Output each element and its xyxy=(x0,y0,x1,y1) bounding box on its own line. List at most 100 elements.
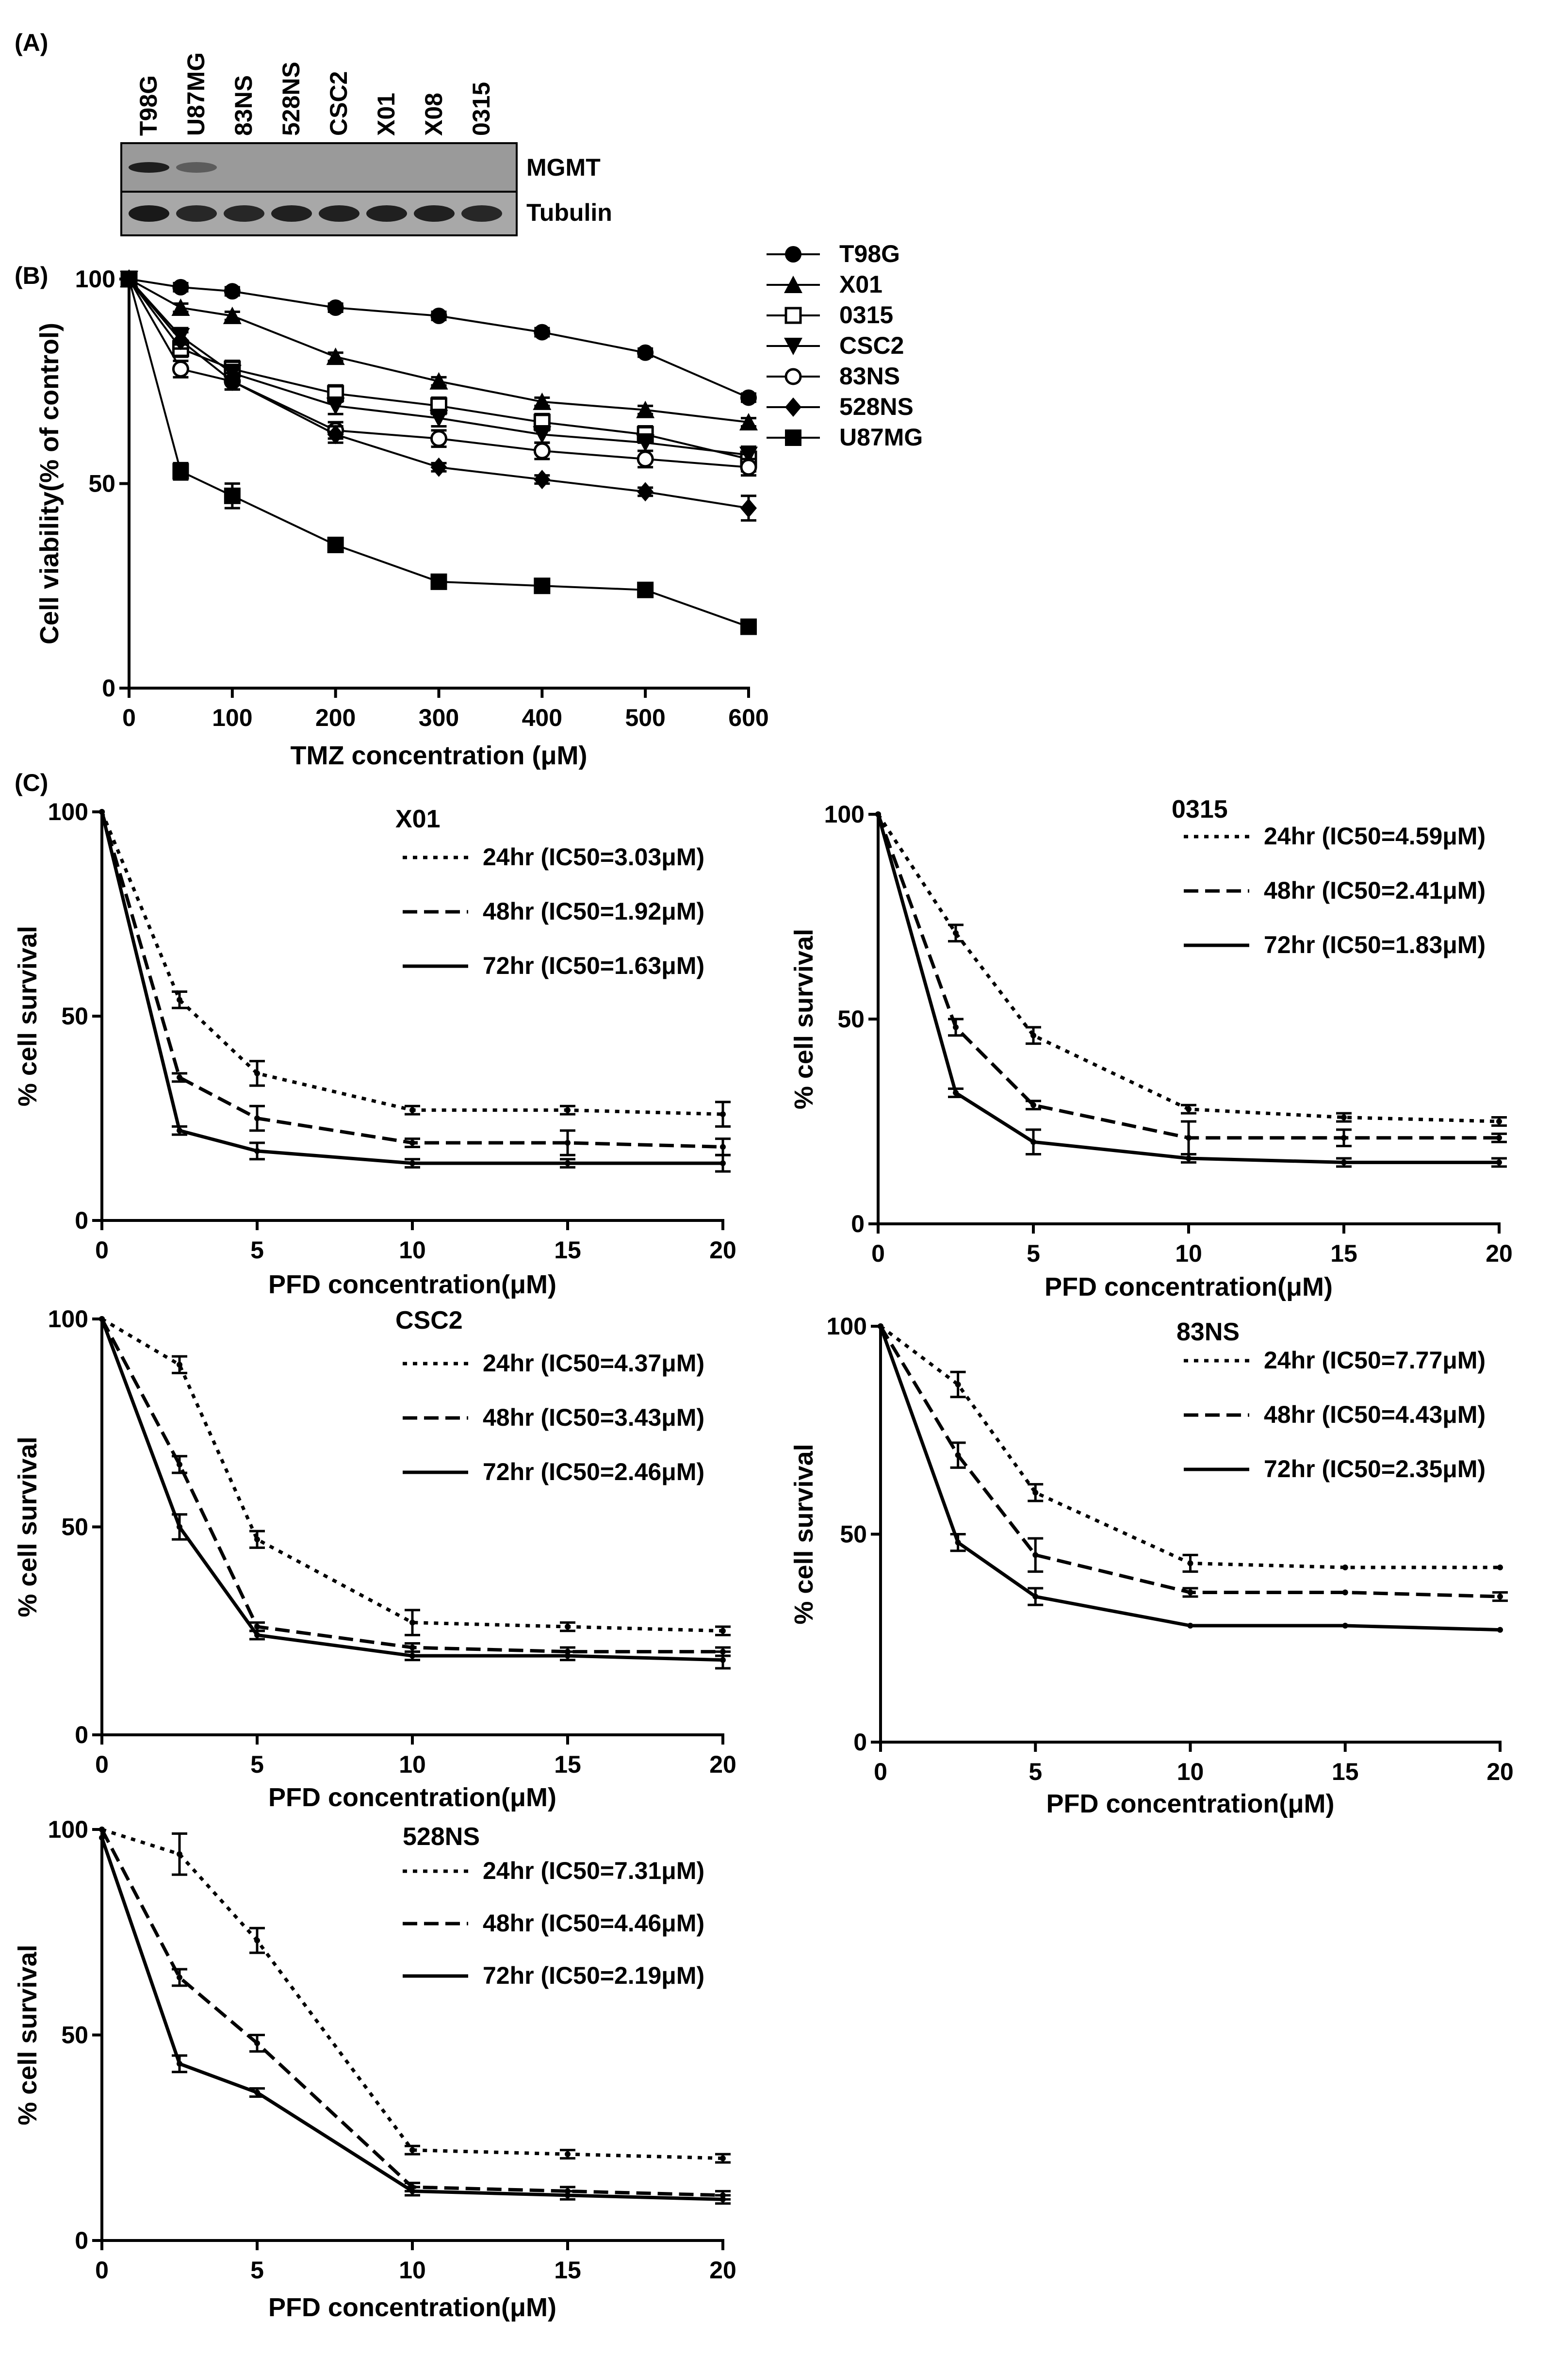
x-tick-label: 100 xyxy=(212,704,252,731)
data-point xyxy=(177,997,182,1003)
x-tick-label: 15 xyxy=(554,2257,581,2284)
legend-label: 72hr (IC50=1.63μM) xyxy=(483,952,704,979)
data-point xyxy=(785,429,801,446)
chart-title: 0315 xyxy=(1172,795,1228,824)
data-point xyxy=(1342,1623,1348,1629)
data-point xyxy=(254,1070,260,1076)
x-tick-label: 5 xyxy=(250,1751,264,1778)
blot-band-tubulin xyxy=(366,205,407,222)
legend-entry: 48hr (IC50=1.92μM) xyxy=(403,898,704,925)
data-point xyxy=(955,1539,961,1546)
data-point xyxy=(177,1524,182,1530)
series-line xyxy=(101,1828,723,2160)
x-tick-label: 0 xyxy=(95,2257,109,2284)
x-tick-label: 300 xyxy=(419,704,459,731)
data-point xyxy=(720,2196,726,2203)
data-point xyxy=(720,1628,726,1634)
data-point xyxy=(172,463,189,480)
data-point xyxy=(177,1362,182,1368)
x-tick-label: 0 xyxy=(122,704,136,731)
data-point xyxy=(177,1074,182,1081)
x-tick-label: 5 xyxy=(1029,1758,1042,1785)
blot-lane-label: 0315 xyxy=(468,82,495,136)
data-point xyxy=(99,1834,105,1841)
y-tick-label: 50 xyxy=(840,1521,867,1548)
x-tick-label: 10 xyxy=(1177,1758,1204,1785)
x-tick-label: 600 xyxy=(728,704,768,731)
y-tick-label: 100 xyxy=(48,1816,88,1843)
series-72hr-ic50-2-46-m xyxy=(99,1316,731,1670)
data-point xyxy=(177,2060,182,2067)
data-point xyxy=(254,1536,260,1543)
data-point xyxy=(172,360,189,378)
y-tick-label: 50 xyxy=(61,1003,88,1030)
blot-lane-label: U87MG xyxy=(182,52,210,136)
data-point xyxy=(327,425,344,445)
legend-entry: 48hr (IC50=3.43μM) xyxy=(403,1404,704,1431)
legend-entry: CSC2 xyxy=(767,332,904,359)
legend-entry: 24hr (IC50=4.59μM) xyxy=(1184,823,1486,850)
western-blot: MGMT Tubulin T98G U87MG 83NS 528NS CSC2 X01 X0… xyxy=(120,52,612,236)
data-point xyxy=(720,1160,726,1167)
data-point xyxy=(326,347,345,365)
data-point xyxy=(177,1461,182,1467)
data-point xyxy=(327,536,344,553)
data-point xyxy=(254,2040,260,2046)
y-tick-label: 100 xyxy=(827,1313,867,1340)
y-tick-label: 50 xyxy=(837,1005,865,1033)
x-axis-label: PFD concentration(μM) xyxy=(1046,1789,1334,1818)
y-tick-label: 100 xyxy=(48,798,88,825)
series-line xyxy=(100,811,723,1116)
data-point xyxy=(254,1632,260,1638)
legend-label: 24hr (IC50=4.59μM) xyxy=(1264,823,1486,850)
data-point xyxy=(224,283,241,300)
data-point xyxy=(172,279,189,296)
legend-label: 48hr (IC50=4.43μM) xyxy=(1264,1401,1486,1428)
x-tick-label: 400 xyxy=(522,704,562,731)
legend-label: CSC2 xyxy=(839,332,904,359)
series-line xyxy=(100,1318,723,1662)
y-tick-label: 0 xyxy=(75,1207,88,1234)
data-point xyxy=(565,1653,571,1659)
legend-entry: 72hr (IC50=2.19μM) xyxy=(403,1962,704,1989)
legend-label: 0315 xyxy=(839,301,893,329)
x-tick-label: 0 xyxy=(95,1236,109,1264)
y-axis-label: % cell survival xyxy=(13,1436,42,1617)
data-point xyxy=(1496,1135,1502,1141)
blot-lane-label: 528NS xyxy=(278,62,305,136)
data-point xyxy=(409,1619,415,1626)
series-line xyxy=(128,278,749,510)
chart-title: X01 xyxy=(395,805,441,833)
y-tick-label: 0 xyxy=(75,2227,88,2254)
legend-label: 528NS xyxy=(839,393,914,420)
blot-band-tubulin xyxy=(319,205,359,222)
data-point xyxy=(99,809,105,815)
series-line xyxy=(879,1325,1501,1632)
data-point xyxy=(534,324,551,341)
data-point xyxy=(534,577,551,594)
legend-entry: 83NS xyxy=(767,362,900,390)
legend-label: 48hr (IC50=2.41μM) xyxy=(1264,877,1486,904)
legend-label: 48hr (IC50=4.46μM) xyxy=(483,1910,704,1937)
x-axis-label: TMZ concentration (μM) xyxy=(291,741,588,770)
x-tick-label: 200 xyxy=(315,704,356,731)
legend-entry: 24hr (IC50=3.03μM) xyxy=(403,843,704,871)
data-point xyxy=(1032,1552,1039,1558)
data-point xyxy=(1341,1114,1347,1120)
data-point xyxy=(784,368,802,385)
legend-label: 24hr (IC50=7.77μM) xyxy=(1264,1347,1486,1374)
series-x01 xyxy=(120,270,758,431)
data-point xyxy=(637,344,654,361)
legend-label: 24hr (IC50=3.03μM) xyxy=(483,843,704,871)
series-line xyxy=(100,1828,723,2197)
data-point xyxy=(637,482,654,502)
data-point xyxy=(1342,1565,1348,1571)
blot-lane-label: 83NS xyxy=(230,75,257,136)
legend-entry: 48hr (IC50=4.46μM) xyxy=(403,1910,704,1937)
x-tick-label: 0 xyxy=(871,1240,885,1267)
series-line xyxy=(879,1325,1500,1569)
series-line xyxy=(129,278,749,399)
data-point xyxy=(1032,1594,1039,1600)
blot-lane-label: X08 xyxy=(420,93,447,136)
